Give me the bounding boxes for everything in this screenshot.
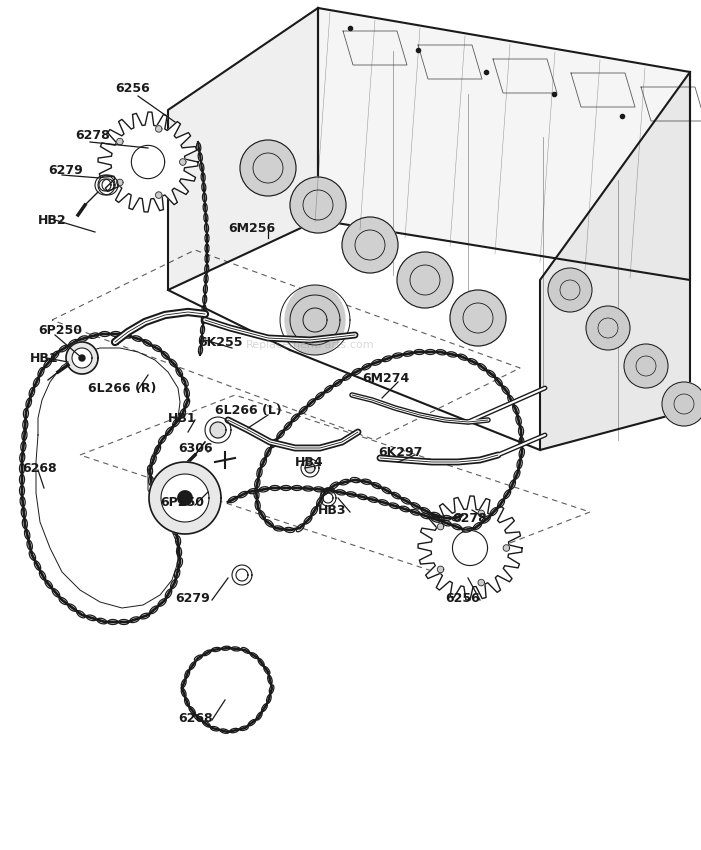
Text: 6278: 6278	[452, 512, 486, 524]
Polygon shape	[285, 285, 345, 355]
Polygon shape	[236, 569, 248, 581]
Circle shape	[586, 306, 630, 350]
Text: 6L266 (R): 6L266 (R)	[88, 382, 156, 394]
Polygon shape	[437, 566, 444, 573]
Polygon shape	[98, 112, 198, 212]
Circle shape	[450, 290, 506, 346]
Polygon shape	[116, 179, 123, 185]
Polygon shape	[149, 462, 221, 534]
Polygon shape	[79, 355, 85, 361]
Circle shape	[240, 140, 296, 196]
Polygon shape	[179, 159, 186, 165]
Polygon shape	[418, 496, 522, 600]
Polygon shape	[437, 524, 444, 530]
Polygon shape	[305, 463, 315, 473]
Polygon shape	[478, 580, 484, 586]
Polygon shape	[210, 422, 226, 438]
Polygon shape	[156, 192, 162, 198]
Polygon shape	[503, 545, 510, 552]
Text: 6P250: 6P250	[38, 324, 82, 337]
Text: 6M256: 6M256	[228, 222, 275, 235]
Text: 6279: 6279	[175, 592, 210, 604]
Polygon shape	[156, 126, 162, 132]
Text: 6268: 6268	[22, 462, 57, 474]
Circle shape	[397, 252, 453, 308]
Polygon shape	[478, 510, 484, 517]
Polygon shape	[161, 474, 209, 522]
Text: 6268: 6268	[178, 711, 212, 724]
Polygon shape	[318, 8, 690, 280]
Text: ReplacementParts.com: ReplacementParts.com	[245, 340, 374, 350]
Text: 6306: 6306	[178, 441, 212, 455]
Text: HB1: HB1	[30, 352, 59, 365]
Circle shape	[548, 268, 592, 312]
Polygon shape	[452, 530, 488, 565]
Polygon shape	[116, 139, 123, 145]
Text: HB1: HB1	[168, 411, 196, 424]
Text: 6256: 6256	[445, 592, 479, 604]
Polygon shape	[72, 348, 92, 368]
Text: 6M274: 6M274	[362, 371, 409, 384]
Text: 6256: 6256	[115, 82, 150, 94]
Text: 6L266 (L): 6L266 (L)	[215, 404, 282, 416]
Polygon shape	[540, 72, 690, 450]
Text: 6K255: 6K255	[198, 336, 243, 348]
Text: 6K297: 6K297	[378, 445, 423, 458]
Circle shape	[662, 382, 701, 426]
Circle shape	[624, 344, 668, 388]
Polygon shape	[168, 8, 318, 290]
Polygon shape	[66, 342, 98, 374]
Polygon shape	[131, 145, 165, 178]
Text: 6279: 6279	[48, 163, 83, 177]
Circle shape	[342, 217, 398, 273]
Text: 6278: 6278	[75, 128, 110, 141]
Text: 6P250: 6P250	[160, 496, 204, 508]
Polygon shape	[178, 490, 192, 505]
Text: HB4: HB4	[295, 456, 324, 468]
Circle shape	[290, 177, 346, 233]
Text: HB3: HB3	[318, 503, 346, 517]
Text: HB2: HB2	[38, 213, 67, 226]
